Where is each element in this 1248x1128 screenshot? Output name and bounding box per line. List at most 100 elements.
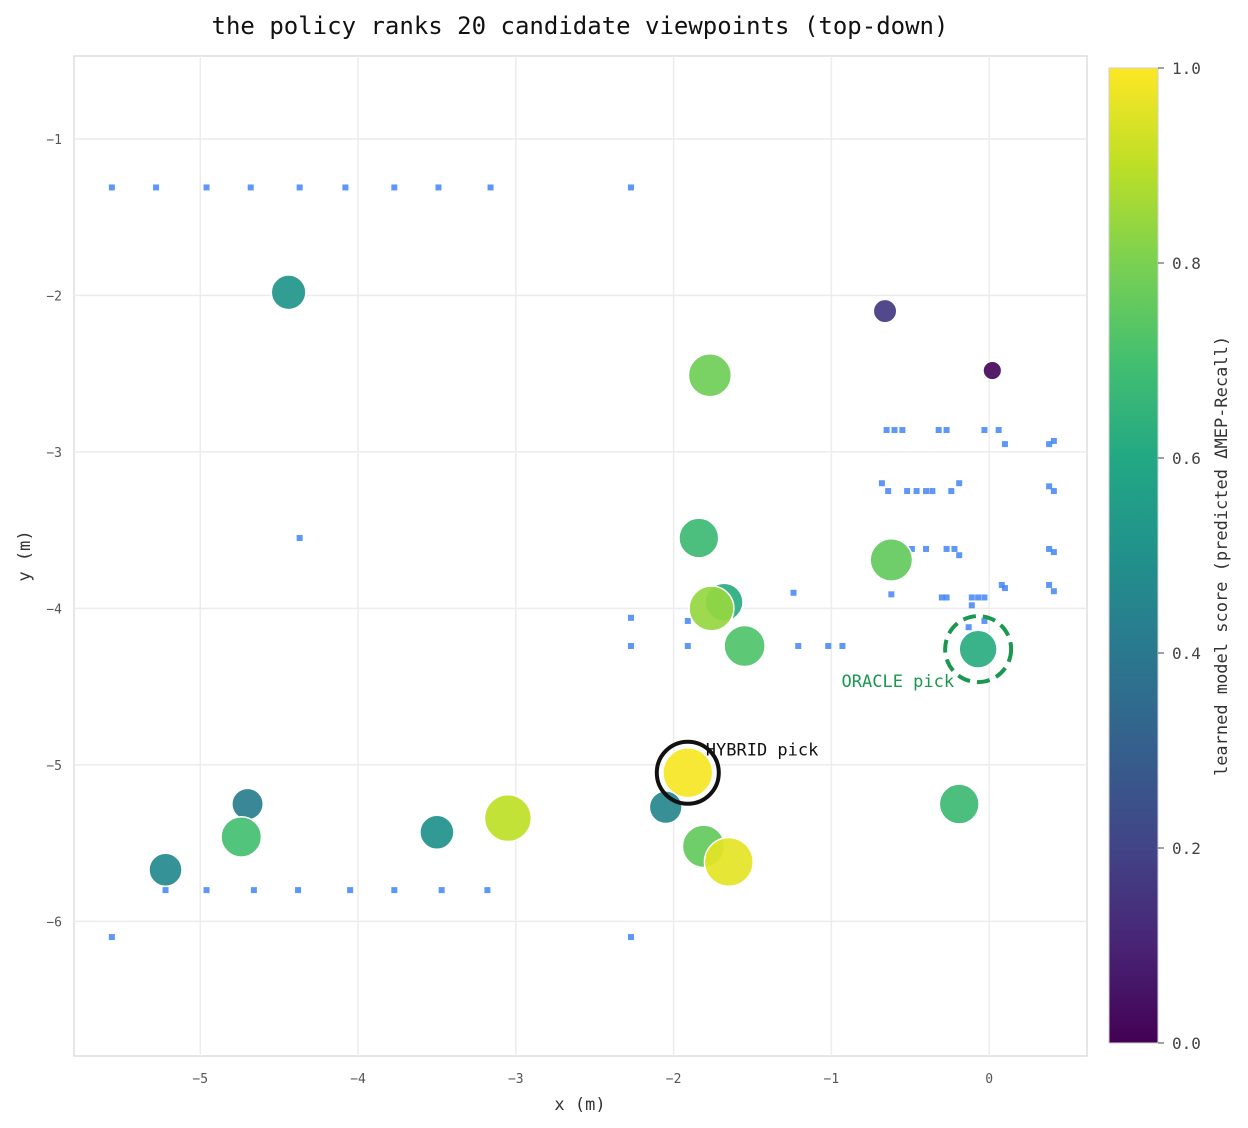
scene-point [627, 934, 634, 941]
scene-point [981, 427, 988, 434]
scene-point [1050, 588, 1057, 595]
scene-point [943, 594, 950, 601]
scene-point [203, 887, 210, 894]
oracle-pick-ring [943, 614, 1014, 685]
candidate-point [982, 360, 1003, 381]
candidate-point [869, 538, 914, 582]
candidate-point [270, 274, 307, 311]
scene-point [203, 184, 210, 191]
colorbar [1108, 67, 1159, 1044]
scene-point [684, 617, 691, 624]
chart-title: the policy ranks 20 candidate viewpoints… [212, 12, 949, 40]
scene-point [1046, 483, 1053, 490]
scene-point [929, 488, 936, 495]
candidate-point [148, 852, 183, 888]
x-axis-ticks: −5 −4 −3 −2 −1 0 [192, 1072, 993, 1087]
scene-point [968, 602, 975, 609]
scene-point [391, 887, 398, 894]
scene-point [943, 427, 950, 434]
candidate-point [723, 624, 766, 668]
scene-point [908, 545, 915, 552]
scene-point [965, 624, 972, 631]
candidate-point [938, 783, 980, 825]
scene-point [342, 184, 349, 191]
y-tick-label: −3 [46, 446, 62, 461]
scene-point [968, 594, 975, 601]
candidate-point [220, 815, 263, 858]
candidate-viewpoints [148, 274, 1003, 888]
scene-point [795, 642, 802, 649]
candidate-point [688, 585, 735, 632]
y-tick-label: −2 [46, 289, 62, 304]
scene-point [153, 184, 160, 191]
scene-point [790, 589, 797, 596]
x-tick-label: −2 [666, 1072, 682, 1087]
colorbar-tick-label: 0.2 [1172, 839, 1201, 858]
candidate-point [872, 298, 898, 324]
scene-point [1001, 441, 1008, 448]
y-tick-label: −4 [46, 602, 62, 617]
scene-point [904, 488, 911, 495]
scene-point [1050, 549, 1057, 556]
scene-point [1046, 545, 1053, 552]
scene-point [684, 642, 691, 649]
scene-point [951, 545, 958, 552]
scene-point [938, 594, 945, 601]
scene-point [247, 184, 254, 191]
scene-point [839, 642, 846, 649]
scene-point [627, 614, 634, 621]
scene-point [891, 427, 898, 434]
x-tick-label: −1 [824, 1072, 840, 1087]
colorbar-tick-label: 1.0 [1172, 59, 1201, 78]
y-tick-label: −6 [46, 915, 62, 930]
y-tick-label: −5 [46, 759, 62, 774]
colorbar-label: learned model score (predicted ΔMEP-Reca… [1212, 336, 1232, 776]
scene-points [108, 184, 1057, 941]
scene-point [438, 887, 445, 894]
scene-point [998, 581, 1005, 588]
scene-point [956, 480, 963, 487]
scene-point [435, 184, 442, 191]
scene-point [885, 488, 892, 495]
scene-point [913, 488, 920, 495]
candidate-point [678, 517, 720, 559]
colorbar-tick-label: 0.6 [1172, 449, 1201, 468]
y-axis-ticks: −1 −2 −3 −4 −5 −6 [46, 133, 62, 930]
scene-point [923, 488, 930, 495]
candidate-point [483, 793, 533, 843]
scene-point [484, 887, 491, 894]
y-tick-label: −1 [46, 133, 62, 148]
scene-point [627, 642, 634, 649]
candidate-point [231, 787, 265, 821]
x-axis-label: x (m) [554, 1095, 605, 1115]
scene-point [1001, 585, 1008, 592]
scene-point [1050, 437, 1057, 444]
scene-point [296, 184, 303, 191]
scene-point [948, 488, 955, 495]
colorbar-tick-label: 0.0 [1172, 1034, 1201, 1053]
scene-point [981, 594, 988, 601]
oracle-pick-label: ORACLE pick [842, 672, 955, 692]
y-axis-label: y (m) [15, 530, 35, 581]
scene-point [391, 184, 398, 191]
scene-point [108, 934, 115, 941]
colorbar-tick-label: 0.4 [1172, 644, 1201, 663]
candidate-point [687, 353, 733, 398]
scene-point [825, 642, 832, 649]
scene-point [250, 887, 257, 894]
scene-point [943, 545, 950, 552]
colorbar-ticks: 0.0 0.2 0.4 0.6 0.8 1.0 [1158, 59, 1201, 1053]
grid-lines [74, 56, 1087, 1056]
scene-point [981, 617, 988, 624]
scene-point [923, 545, 930, 552]
scene-point [878, 480, 885, 487]
scene-point [295, 887, 302, 894]
scene-point [975, 594, 982, 601]
hybrid-pick-label: HYBRID pick [706, 741, 819, 761]
scene-point [162, 887, 169, 894]
scene-point [1046, 581, 1053, 588]
scene-point [1046, 441, 1053, 448]
candidate-point [958, 629, 998, 669]
scene-point [347, 887, 354, 894]
